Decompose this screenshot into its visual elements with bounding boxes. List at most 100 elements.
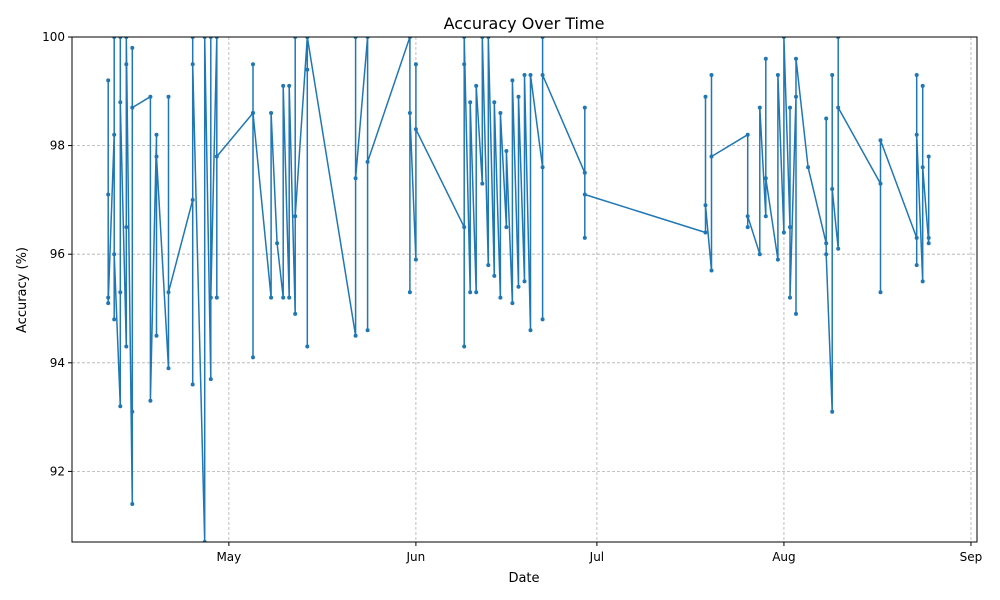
x-tick-label: Jun xyxy=(406,550,426,564)
data-point xyxy=(504,149,509,153)
x-tick-label: Sep xyxy=(960,550,983,564)
data-point xyxy=(498,111,503,115)
data-point xyxy=(413,127,418,132)
plot-frame xyxy=(71,36,978,543)
data-point xyxy=(214,154,219,159)
data-point xyxy=(305,67,310,72)
data-point xyxy=(251,62,255,67)
data-point xyxy=(281,83,286,88)
data-point xyxy=(824,252,829,257)
y-tick-label: 96 xyxy=(50,247,65,261)
data-point xyxy=(130,105,135,110)
data-point xyxy=(522,279,527,284)
data-point xyxy=(106,295,111,300)
data-point xyxy=(154,132,159,137)
y-axis-label: Accuracy (%) xyxy=(15,247,30,333)
data-point xyxy=(118,290,123,295)
data-point xyxy=(582,192,587,197)
data-point xyxy=(269,111,274,115)
data-point xyxy=(305,344,310,349)
data-point xyxy=(492,273,497,278)
data-point xyxy=(763,56,768,61)
data-point xyxy=(281,295,286,300)
data-point xyxy=(112,132,117,137)
data-point xyxy=(106,301,111,306)
data-point xyxy=(763,176,768,181)
y-tick-label: 100 xyxy=(42,30,65,44)
data-point xyxy=(878,138,883,143)
data-point xyxy=(208,377,213,382)
data-point xyxy=(365,328,370,333)
data-point xyxy=(830,409,835,414)
data-point xyxy=(806,165,811,170)
data-point xyxy=(293,214,298,219)
data-point xyxy=(745,214,750,219)
data-point xyxy=(703,94,708,99)
data-point xyxy=(510,78,515,83)
x-tick-label: May xyxy=(216,550,241,564)
data-point xyxy=(468,290,473,295)
data-point xyxy=(166,290,171,295)
data-point xyxy=(124,225,129,230)
data-point xyxy=(788,105,792,110)
data-point xyxy=(878,181,883,186)
chart-title: Accuracy Over Time xyxy=(444,14,605,33)
data-point xyxy=(836,246,841,251)
y-tick-label: 94 xyxy=(50,356,65,370)
data-point xyxy=(148,398,153,403)
data-point xyxy=(468,100,473,105)
data-point xyxy=(703,203,708,208)
data-point xyxy=(190,62,195,67)
data-point xyxy=(269,295,274,300)
data-point xyxy=(124,344,129,349)
data-point xyxy=(287,83,292,88)
data-point xyxy=(112,317,117,322)
data-point xyxy=(757,105,762,110)
data-point xyxy=(118,404,123,409)
data-point xyxy=(709,73,714,77)
data-point xyxy=(926,241,931,246)
data-point xyxy=(788,225,792,230)
data-point xyxy=(275,241,280,246)
x-tick-label: Jul xyxy=(589,550,604,564)
data-point xyxy=(106,192,111,197)
data-point xyxy=(516,284,521,289)
data-point xyxy=(830,187,835,191)
data-point xyxy=(413,257,418,262)
y-tick-label: 98 xyxy=(50,139,65,153)
data-point xyxy=(190,382,195,387)
data-point xyxy=(214,295,219,300)
data-point xyxy=(462,344,467,349)
data-point xyxy=(486,263,491,268)
data-point xyxy=(926,154,931,159)
data-point xyxy=(353,176,358,181)
data-point xyxy=(914,132,919,137)
data-point xyxy=(510,301,515,306)
data-point xyxy=(540,165,545,170)
data-point xyxy=(504,225,509,230)
data-point xyxy=(353,333,358,338)
data-point xyxy=(914,235,919,240)
data-point xyxy=(130,502,135,506)
data-point xyxy=(166,94,171,99)
data-point xyxy=(528,73,533,77)
data-point xyxy=(287,295,292,300)
data-point xyxy=(130,409,135,414)
data-point xyxy=(709,154,714,159)
data-point xyxy=(794,311,798,316)
data-point xyxy=(830,73,835,77)
data-point xyxy=(920,279,925,284)
data-point xyxy=(413,62,418,67)
data-point xyxy=(528,328,533,333)
data-point xyxy=(480,181,485,186)
data-point xyxy=(703,230,708,235)
data-point xyxy=(365,159,370,164)
x-tick-label: Aug xyxy=(772,550,795,564)
data-point xyxy=(788,295,792,300)
data-point xyxy=(824,116,829,121)
data-point xyxy=(582,235,587,240)
data-point xyxy=(745,225,750,230)
x-axis: May Jun Jul Aug Sep xyxy=(216,542,982,564)
